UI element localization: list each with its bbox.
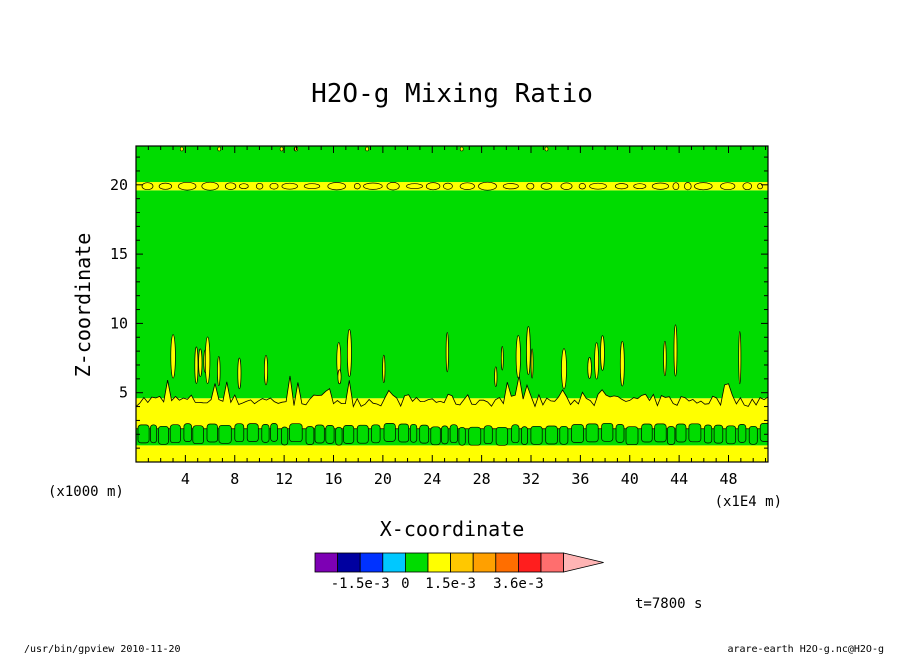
colorbar-swatch: [540, 552, 565, 573]
lower-layer-edge: [136, 375, 768, 430]
colorbar: -1.5e-3 0 1.5e-3 3.6e-3: [314, 552, 604, 592]
y-tick-label: 5: [119, 384, 128, 402]
y-tick-label: 20: [110, 176, 128, 194]
colorbar-swatch: [472, 552, 497, 573]
plot-area: [136, 146, 768, 462]
colorbar-swatch: [495, 552, 519, 573]
x-tick-label: 36: [571, 470, 589, 488]
y-tick-label: 15: [110, 245, 128, 263]
band-0: [136, 445, 768, 462]
band-5: [136, 146, 768, 183]
footer-right: arare-earth_H2O-g.nc@H2O-g: [727, 644, 884, 654]
colorbar-label: 1.5e-3: [425, 576, 476, 592]
cell-row: [137, 422, 768, 446]
y-axis: 5 10 15 20: [110, 156, 768, 449]
x-axis: 4 8 12 16 20 24 28 32 36 40 44 48: [147, 146, 767, 488]
colorbar-swatch: [427, 552, 452, 573]
x-tick-label: 12: [275, 470, 293, 488]
colorbar-label: 3.6e-3: [493, 576, 544, 592]
x-tick-label: 44: [670, 470, 688, 488]
colorbar-label: 0: [401, 576, 409, 592]
x-axis-label: X-coordinate: [380, 517, 525, 541]
x-tick-label: 32: [522, 470, 540, 488]
colorbar-label: -1.5e-3: [331, 576, 390, 592]
y-tick-label: 10: [110, 314, 128, 332]
plot-frame: [135, 145, 769, 463]
colorbar-swatch: [404, 552, 429, 573]
x-tick-label: 20: [374, 470, 392, 488]
time-label: t=7800 s: [635, 596, 702, 612]
plumes: [170, 324, 742, 390]
x-unit-note: (x1E4 m): [715, 494, 782, 510]
colorbar-arrow: [563, 552, 604, 573]
colorbar-swatch: [518, 552, 542, 573]
chart-title: H2O-g Mixing Ratio: [311, 79, 593, 109]
upper-patches: [141, 146, 763, 191]
colorbar-swatch: [450, 552, 474, 573]
x-tick-label: 16: [324, 470, 342, 488]
x-tick-label: 48: [719, 470, 737, 488]
y-axis-label: Z-coordinate: [71, 233, 95, 378]
band-3: [136, 190, 768, 399]
x-tick-label: 8: [230, 470, 239, 488]
y-unit-note: (x1000 m): [48, 484, 124, 500]
colorbar-swatch: [337, 552, 361, 573]
footer-left: /usr/bin/gpview 2010-11-20: [24, 644, 181, 654]
colorbar-swatch: [314, 552, 339, 573]
x-tick-label: 28: [473, 470, 491, 488]
colorbar-swatch: [359, 552, 384, 573]
x-tick-label: 4: [181, 470, 190, 488]
x-tick-label: 24: [423, 470, 441, 488]
x-tick-label: 40: [621, 470, 639, 488]
colorbar-swatch: [382, 552, 406, 573]
